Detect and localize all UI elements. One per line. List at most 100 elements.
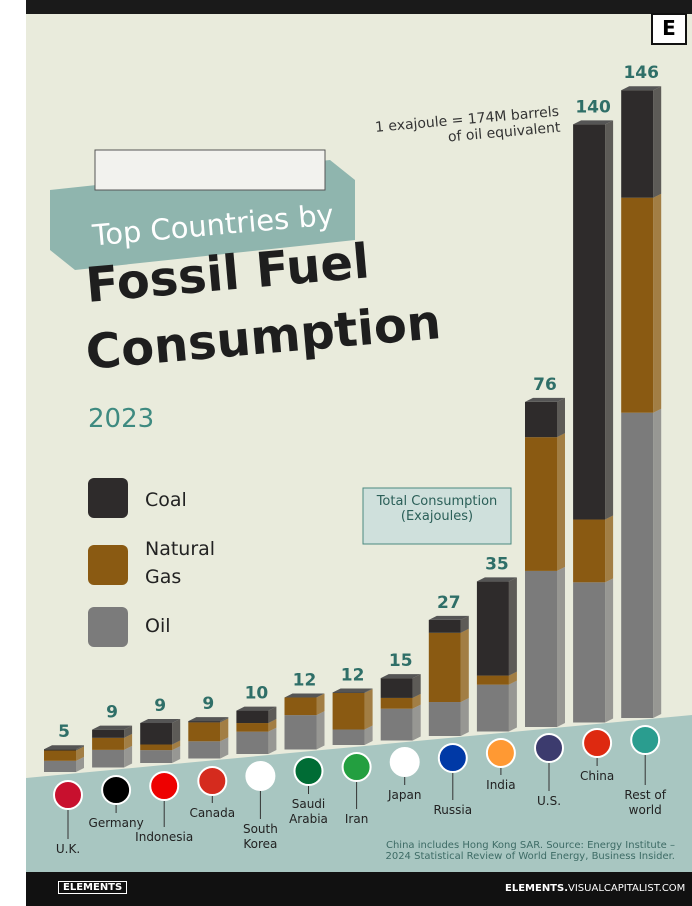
bar-side — [172, 740, 181, 751]
total-label: 146 — [623, 63, 659, 83]
bar-top — [44, 745, 84, 750]
bar-side — [412, 704, 421, 741]
bar-top — [284, 693, 325, 698]
bar-segment — [188, 741, 221, 759]
country-label: Japan — [387, 788, 422, 802]
footer-text: VISUALCAPITALIST.COM — [568, 883, 686, 894]
bar-segment — [140, 750, 173, 763]
logo-box — [651, 13, 687, 45]
country-label: U.K. — [55, 842, 81, 856]
bar-segment — [380, 697, 413, 709]
bar-side — [268, 727, 277, 754]
bar-side — [364, 688, 373, 730]
bar-segment — [573, 582, 606, 723]
flag — [485, 738, 516, 768]
country-label: Rest of world — [624, 788, 666, 817]
floor — [26, 715, 692, 872]
bar-side — [460, 698, 469, 736]
total-label: 12 — [341, 666, 365, 686]
bar-top — [621, 86, 662, 91]
bar-segment — [525, 437, 557, 571]
bar-segment — [284, 715, 317, 750]
bar-segment — [476, 675, 509, 685]
logo: E — [662, 16, 676, 40]
flag — [245, 761, 276, 791]
bar-top — [332, 688, 373, 693]
legend-label: Oil — [145, 615, 171, 637]
bar-side — [508, 671, 517, 685]
bar-side — [124, 745, 133, 768]
bar-side — [364, 725, 373, 745]
bar-side — [76, 745, 84, 751]
total-label: 9 — [106, 703, 118, 723]
bar-side — [508, 577, 517, 676]
bar-side — [364, 688, 373, 693]
bar-side — [508, 680, 517, 732]
footer-bold: ELEMENTS. — [505, 883, 569, 894]
flag — [341, 752, 372, 782]
bar-side — [653, 193, 662, 413]
legend-label: Natural Gas — [145, 538, 216, 588]
bar-segment — [44, 749, 76, 751]
total-label: 9 — [202, 694, 214, 714]
bar-top — [428, 615, 469, 620]
bar-segment — [525, 570, 557, 727]
bar-segment — [140, 723, 173, 745]
bar-side — [605, 120, 614, 520]
bar-side — [653, 408, 662, 718]
total-label: 27 — [437, 593, 461, 613]
flag — [149, 771, 180, 801]
bar-segment — [284, 697, 317, 716]
country-label: India — [486, 778, 516, 792]
bar-side — [220, 737, 229, 759]
bar-side — [605, 578, 614, 723]
bar-side — [172, 719, 181, 745]
legend-icon — [88, 478, 128, 518]
callout-box — [362, 487, 512, 545]
country-label: China — [579, 769, 615, 783]
bar-segment — [621, 197, 654, 413]
subtitle: 2023 — [88, 404, 155, 434]
flag — [197, 766, 228, 796]
bar-side — [557, 397, 565, 438]
bar-segment — [236, 710, 269, 724]
bar-segment — [92, 737, 125, 750]
footer-left: ELEMENTS — [58, 881, 128, 894]
bar-segment — [332, 692, 365, 730]
flag — [101, 775, 132, 805]
bar-segment — [140, 744, 173, 751]
footer-bar — [26, 872, 692, 906]
bar-segment — [44, 760, 76, 772]
bar-segment — [476, 684, 509, 732]
country-label: Saudi Arabia — [289, 797, 328, 826]
bar-side — [316, 693, 325, 716]
bar-segment — [573, 124, 606, 520]
flag — [437, 743, 468, 773]
bar-segment — [92, 749, 125, 768]
flag — [389, 747, 420, 777]
total-label: 5 — [58, 722, 70, 742]
bar-top — [525, 397, 565, 402]
bar-top — [92, 725, 133, 730]
total-label: 76 — [533, 375, 557, 395]
bar-segment — [92, 729, 125, 738]
bar-segment — [476, 581, 509, 676]
left-margin — [0, 0, 26, 906]
total-label: 10 — [245, 684, 269, 704]
bar-side — [557, 433, 565, 571]
bar-segment — [236, 731, 269, 754]
bar-side — [76, 756, 84, 772]
bar-side — [268, 706, 277, 724]
bar-segment — [428, 619, 461, 633]
flag — [582, 728, 613, 758]
bar-side — [172, 746, 181, 763]
bar-segment — [380, 678, 413, 698]
legend-icon — [88, 607, 128, 647]
bar-top — [140, 719, 181, 724]
bar-side — [220, 717, 229, 723]
bar-side — [220, 718, 229, 742]
bar-segment — [332, 729, 365, 745]
bar-side — [412, 693, 421, 709]
